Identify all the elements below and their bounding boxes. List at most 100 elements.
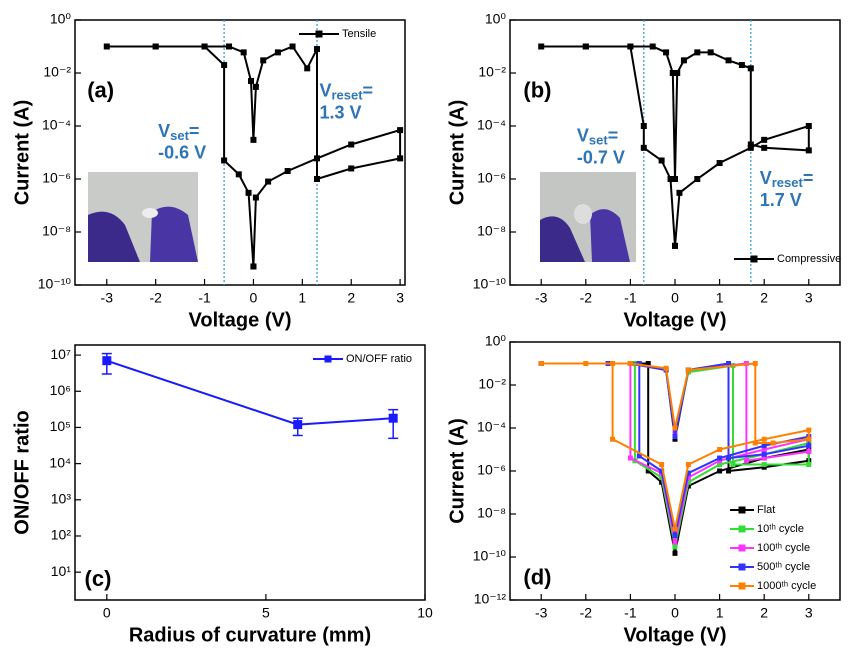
y-tick-label: 10⁻⁸ bbox=[477, 223, 506, 239]
annotation-value: -0.6 V bbox=[158, 143, 206, 163]
legend-label: Tensile bbox=[342, 28, 376, 40]
x-axis-title: Voltage (V) bbox=[624, 309, 727, 331]
marker bbox=[672, 539, 678, 545]
marker bbox=[348, 141, 355, 148]
panel: -3 -2 -1 0 1 2 3 10⁰ 10⁻² 10⁻⁴ 10⁻⁶ 10⁻⁸ 10⁻¹⁰ Voltag… bbox=[11, 11, 406, 331]
marker bbox=[627, 455, 633, 461]
marker bbox=[627, 361, 633, 366]
x-tick-label: 3 bbox=[396, 290, 404, 306]
y-tick-label: 10⁷ bbox=[50, 346, 71, 362]
y-tick-label: 10⁻² bbox=[43, 64, 71, 80]
annotation-main: V bbox=[760, 168, 772, 188]
marker bbox=[806, 449, 812, 455]
marker bbox=[761, 447, 767, 452]
legend-label: 100ᵗʰ cycle bbox=[757, 542, 810, 554]
marker bbox=[738, 62, 745, 69]
y-tick-label: 10⁵ bbox=[50, 418, 71, 434]
panel-label: (a) bbox=[87, 77, 114, 102]
plot-frame bbox=[74, 19, 406, 286]
marker bbox=[716, 160, 723, 167]
marker bbox=[221, 157, 228, 164]
marker bbox=[245, 189, 252, 196]
inset-photo-b bbox=[540, 172, 636, 262]
x-tick-label: 1 bbox=[716, 290, 724, 306]
annotation-sub: reset bbox=[772, 175, 804, 190]
legend-marker bbox=[738, 544, 746, 552]
marker bbox=[694, 49, 701, 56]
marker bbox=[538, 361, 544, 366]
marker bbox=[304, 65, 311, 72]
marker bbox=[663, 49, 670, 56]
marker bbox=[627, 43, 634, 50]
marker bbox=[583, 361, 589, 366]
marker bbox=[761, 144, 768, 151]
y-tick-label: 10² bbox=[51, 527, 72, 543]
x-tick-label: -1 bbox=[624, 605, 637, 621]
y-axis-title: Current (A) bbox=[11, 100, 33, 206]
legend-label: 500ᵗʰ cycle bbox=[757, 561, 810, 573]
x-tick-label: 10 bbox=[417, 605, 433, 621]
y-tick-label: 10⁻⁴ bbox=[42, 117, 71, 133]
series-line bbox=[106, 45, 402, 267]
marker bbox=[314, 176, 320, 182]
marker bbox=[761, 464, 767, 470]
marker bbox=[752, 361, 758, 366]
marker bbox=[717, 468, 723, 474]
y-tick-label: 10³ bbox=[51, 491, 72, 507]
panel: -3 -2 -1 0 1 2 3 10⁰ 10⁻² 10⁻⁴ 10⁻⁶ 10⁻⁸ 10⁻¹⁰ 10⁻¹² V… bbox=[446, 333, 841, 646]
annotation-value: 1.3 V bbox=[319, 102, 361, 122]
marker bbox=[672, 176, 678, 182]
x-tick-label: -2 bbox=[580, 290, 593, 306]
y-tick-label: 10⁻⁸ bbox=[477, 505, 506, 521]
marker bbox=[672, 550, 678, 556]
marker bbox=[659, 462, 665, 468]
marker bbox=[805, 123, 812, 129]
marker bbox=[717, 458, 723, 464]
y-tick-label: 10⁻¹² bbox=[474, 591, 507, 607]
x-tick-label: 2 bbox=[347, 290, 355, 306]
marker bbox=[314, 46, 320, 53]
marker bbox=[672, 526, 678, 532]
legend-marker bbox=[324, 355, 332, 363]
marker bbox=[806, 427, 812, 433]
marker bbox=[348, 165, 355, 172]
legend-marker bbox=[315, 30, 323, 38]
marker bbox=[293, 420, 303, 430]
marker bbox=[250, 263, 257, 270]
marker bbox=[265, 178, 272, 185]
marker bbox=[685, 470, 691, 476]
marker bbox=[274, 49, 281, 56]
x-tick-label: 0 bbox=[671, 290, 679, 306]
x-tick-label: -3 bbox=[101, 290, 114, 306]
marker bbox=[388, 413, 398, 423]
plot-frame bbox=[74, 344, 426, 601]
legend-marker bbox=[738, 563, 746, 571]
legend-marker bbox=[750, 255, 758, 263]
x-tick-label: -3 bbox=[535, 290, 548, 306]
marker bbox=[669, 70, 676, 76]
marker bbox=[672, 533, 678, 538]
annotation-after: = bbox=[803, 168, 814, 188]
x-tick-label: -2 bbox=[580, 605, 593, 621]
y-tick-label: 10⁻¹⁰ bbox=[473, 276, 507, 292]
marker bbox=[235, 171, 242, 178]
y-tick-label: 10⁻² bbox=[478, 64, 506, 80]
marker bbox=[649, 43, 656, 50]
marker bbox=[397, 127, 404, 134]
panel-label: (d) bbox=[523, 564, 551, 589]
marker bbox=[636, 453, 642, 459]
marker bbox=[248, 77, 254, 84]
marker bbox=[717, 455, 723, 461]
marker bbox=[672, 242, 678, 249]
marker bbox=[672, 544, 678, 550]
y-tick-label: 10⁰ bbox=[485, 333, 507, 349]
marker bbox=[747, 65, 754, 72]
x-tick-label: 1 bbox=[298, 290, 306, 306]
annotation-sub: set bbox=[170, 128, 189, 143]
x-tick-label: 5 bbox=[262, 605, 270, 621]
y-tick-label: 10⁻⁶ bbox=[477, 462, 506, 478]
annotation-main: V bbox=[319, 80, 331, 100]
y-tick-label: 10⁻⁴ bbox=[477, 419, 506, 435]
marker bbox=[284, 168, 291, 175]
x-tick-label: 2 bbox=[760, 290, 768, 306]
